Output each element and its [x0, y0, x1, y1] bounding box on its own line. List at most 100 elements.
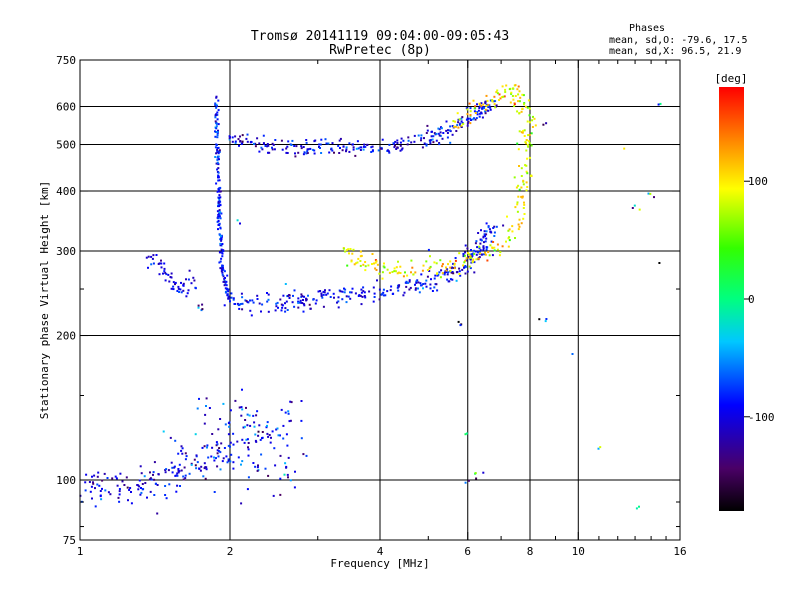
data-point	[521, 108, 524, 110]
data-point	[458, 122, 461, 125]
data-point	[429, 255, 431, 258]
data-point	[203, 467, 206, 470]
data-point	[373, 296, 376, 298]
data-point	[137, 484, 140, 487]
data-point	[218, 222, 221, 225]
data-point	[227, 433, 230, 436]
data-point	[484, 110, 487, 113]
data-point	[285, 147, 288, 150]
data-point	[326, 292, 329, 295]
data-point	[446, 132, 449, 134]
data-point	[298, 301, 301, 304]
data-point	[286, 145, 289, 148]
data-point	[226, 287, 228, 290]
data-point	[227, 459, 230, 462]
data-point	[152, 262, 155, 265]
data-point	[252, 462, 255, 464]
data-point	[502, 224, 505, 227]
data-point	[231, 136, 234, 139]
data-point	[147, 255, 150, 258]
data-point	[224, 287, 227, 290]
data-point	[482, 253, 485, 256]
data-point	[480, 239, 483, 242]
data-point	[217, 129, 219, 132]
data-point	[190, 462, 193, 465]
data-point	[101, 479, 104, 482]
data-point	[119, 472, 122, 475]
data-point	[222, 402, 225, 405]
data-point	[127, 499, 129, 502]
data-point	[320, 292, 323, 295]
data-point	[297, 297, 300, 300]
data-point	[416, 279, 419, 282]
data-point	[96, 475, 99, 478]
data-point	[247, 476, 250, 479]
data-point	[219, 418, 222, 420]
data-point	[217, 455, 220, 458]
data-point	[460, 117, 463, 120]
data-point	[429, 283, 432, 286]
data-point	[177, 471, 180, 474]
data-point	[289, 400, 292, 403]
data-point	[479, 242, 482, 245]
data-point	[470, 256, 473, 259]
data-point	[282, 294, 285, 297]
data-point	[221, 243, 224, 245]
data-point	[220, 442, 223, 445]
data-point	[659, 102, 662, 105]
data-point	[178, 470, 181, 473]
data-point	[363, 143, 366, 146]
data-point	[322, 305, 325, 308]
data-point	[287, 456, 290, 459]
data-point	[215, 182, 218, 185]
data-point	[221, 255, 224, 258]
data-point	[173, 465, 176, 468]
data-point	[321, 296, 324, 299]
data-point	[383, 262, 385, 265]
data-point	[174, 474, 177, 477]
data-point	[530, 174, 533, 177]
data-point	[474, 472, 477, 475]
data-point	[228, 138, 231, 141]
data-point	[349, 291, 351, 294]
data-point	[428, 267, 431, 270]
data-point	[420, 134, 423, 137]
data-point	[516, 210, 519, 213]
data-point	[360, 146, 363, 149]
data-point	[423, 142, 426, 145]
data-point	[452, 120, 455, 123]
data-point	[301, 302, 304, 304]
data-point	[523, 102, 526, 105]
data-point	[302, 153, 305, 156]
data-point	[371, 145, 374, 148]
data-point	[362, 290, 365, 293]
data-point	[381, 277, 384, 280]
data-point	[289, 419, 292, 422]
data-point	[174, 439, 177, 442]
data-point	[313, 140, 316, 143]
data-point	[109, 493, 112, 496]
data-point	[240, 502, 243, 505]
data-point	[218, 205, 221, 208]
data-point	[437, 273, 440, 276]
data-point	[517, 148, 520, 151]
data-point	[164, 471, 167, 474]
data-point	[441, 265, 444, 268]
data-point	[207, 456, 210, 459]
data-point	[474, 105, 477, 108]
data-point	[456, 271, 459, 273]
data-point	[510, 91, 513, 94]
data-point	[145, 256, 148, 259]
data-point	[373, 292, 376, 295]
data-point	[153, 461, 156, 464]
data-point	[520, 222, 523, 225]
data-point	[215, 103, 218, 106]
data-point	[468, 253, 471, 256]
data-point	[480, 229, 482, 232]
data-point	[300, 437, 303, 440]
y-tick-label: 500	[56, 139, 76, 152]
data-point	[194, 433, 197, 436]
data-point	[259, 438, 262, 441]
data-point	[162, 272, 164, 275]
data-point	[218, 158, 220, 161]
